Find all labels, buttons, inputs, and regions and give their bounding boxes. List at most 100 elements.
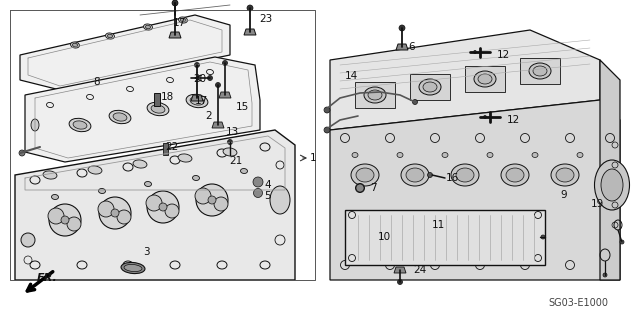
Text: 16: 16 bbox=[446, 173, 460, 183]
Ellipse shape bbox=[99, 197, 131, 229]
Ellipse shape bbox=[413, 100, 417, 105]
Ellipse shape bbox=[474, 50, 477, 54]
Ellipse shape bbox=[551, 164, 579, 186]
Ellipse shape bbox=[442, 152, 448, 158]
Polygon shape bbox=[20, 15, 230, 90]
Ellipse shape bbox=[61, 216, 69, 224]
Ellipse shape bbox=[147, 102, 169, 116]
Text: 14: 14 bbox=[345, 71, 358, 81]
Ellipse shape bbox=[172, 0, 178, 6]
Polygon shape bbox=[396, 44, 408, 50]
Ellipse shape bbox=[352, 152, 358, 158]
Text: 15: 15 bbox=[236, 102, 249, 112]
Polygon shape bbox=[520, 58, 560, 84]
Polygon shape bbox=[25, 57, 260, 162]
Ellipse shape bbox=[406, 168, 424, 182]
Text: 3: 3 bbox=[143, 247, 150, 257]
Text: 18: 18 bbox=[161, 92, 174, 102]
Ellipse shape bbox=[88, 166, 102, 174]
Ellipse shape bbox=[483, 115, 486, 118]
Ellipse shape bbox=[173, 1, 177, 5]
Ellipse shape bbox=[145, 25, 150, 29]
Ellipse shape bbox=[193, 175, 200, 181]
Ellipse shape bbox=[533, 66, 547, 76]
Polygon shape bbox=[355, 82, 395, 108]
Ellipse shape bbox=[113, 113, 127, 121]
Ellipse shape bbox=[48, 208, 64, 224]
Ellipse shape bbox=[356, 184, 364, 192]
Ellipse shape bbox=[223, 148, 237, 156]
Polygon shape bbox=[169, 32, 181, 38]
Ellipse shape bbox=[208, 196, 216, 204]
Ellipse shape bbox=[356, 168, 374, 182]
Ellipse shape bbox=[556, 168, 574, 182]
Ellipse shape bbox=[478, 74, 492, 84]
Ellipse shape bbox=[216, 83, 221, 87]
Ellipse shape bbox=[501, 164, 529, 186]
Text: 4: 4 bbox=[264, 180, 271, 190]
Ellipse shape bbox=[99, 189, 106, 194]
Ellipse shape bbox=[603, 273, 607, 277]
Text: 9: 9 bbox=[560, 190, 566, 200]
Text: 13: 13 bbox=[226, 127, 239, 137]
Polygon shape bbox=[154, 93, 160, 106]
Ellipse shape bbox=[69, 118, 91, 132]
Text: 12: 12 bbox=[497, 50, 510, 60]
Ellipse shape bbox=[270, 186, 290, 214]
Ellipse shape bbox=[72, 43, 77, 47]
Ellipse shape bbox=[108, 34, 113, 38]
Ellipse shape bbox=[106, 33, 115, 39]
Text: 21: 21 bbox=[229, 156, 243, 166]
Text: 8: 8 bbox=[93, 77, 100, 87]
Ellipse shape bbox=[51, 195, 58, 199]
Ellipse shape bbox=[109, 110, 131, 124]
Ellipse shape bbox=[147, 191, 179, 223]
Ellipse shape bbox=[487, 152, 493, 158]
Ellipse shape bbox=[207, 76, 212, 80]
Text: 6: 6 bbox=[408, 42, 415, 52]
Text: FR.: FR. bbox=[37, 273, 58, 283]
Text: 2: 2 bbox=[205, 111, 212, 121]
Polygon shape bbox=[345, 210, 545, 265]
Ellipse shape bbox=[111, 209, 119, 217]
Ellipse shape bbox=[195, 188, 211, 204]
Ellipse shape bbox=[67, 217, 81, 231]
Polygon shape bbox=[330, 30, 600, 130]
Ellipse shape bbox=[121, 263, 145, 274]
Ellipse shape bbox=[98, 201, 114, 217]
Polygon shape bbox=[410, 74, 450, 100]
Text: 11: 11 bbox=[432, 220, 445, 230]
Ellipse shape bbox=[541, 235, 545, 239]
Ellipse shape bbox=[178, 154, 192, 162]
Ellipse shape bbox=[73, 121, 87, 129]
Ellipse shape bbox=[151, 105, 165, 113]
Ellipse shape bbox=[428, 173, 433, 177]
Ellipse shape bbox=[601, 169, 623, 201]
Ellipse shape bbox=[397, 152, 403, 158]
Ellipse shape bbox=[253, 189, 262, 197]
Ellipse shape bbox=[227, 139, 232, 145]
Ellipse shape bbox=[21, 233, 35, 247]
Ellipse shape bbox=[223, 61, 227, 65]
Text: 20: 20 bbox=[193, 74, 206, 84]
Ellipse shape bbox=[324, 107, 330, 113]
Ellipse shape bbox=[190, 97, 204, 105]
Ellipse shape bbox=[620, 240, 624, 244]
Text: 23: 23 bbox=[259, 14, 272, 24]
Polygon shape bbox=[244, 29, 256, 35]
Ellipse shape bbox=[180, 18, 186, 22]
Text: SG03-E1000: SG03-E1000 bbox=[548, 298, 608, 308]
Text: 17: 17 bbox=[195, 96, 208, 106]
Polygon shape bbox=[219, 92, 231, 98]
Ellipse shape bbox=[506, 168, 524, 182]
Ellipse shape bbox=[474, 71, 496, 87]
Ellipse shape bbox=[456, 168, 474, 182]
Ellipse shape bbox=[529, 63, 551, 79]
Ellipse shape bbox=[179, 17, 188, 23]
Ellipse shape bbox=[399, 25, 405, 31]
Text: 7: 7 bbox=[370, 183, 376, 193]
Ellipse shape bbox=[145, 182, 152, 187]
Polygon shape bbox=[15, 130, 295, 280]
Ellipse shape bbox=[159, 203, 167, 211]
Text: 17: 17 bbox=[173, 18, 186, 28]
